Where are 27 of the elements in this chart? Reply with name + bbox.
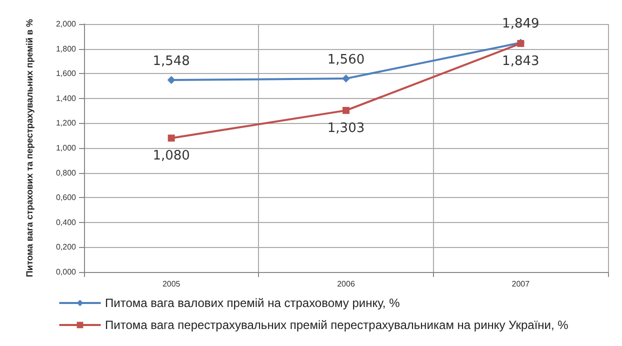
- point: [342, 74, 350, 83]
- legend-label: Питома вага валових премій на страховому ринку, %: [105, 296, 400, 310]
- y-tick-label: 0,000: [56, 268, 77, 276]
- y-tick-label: 0,400: [56, 218, 77, 227]
- data-label: 1,548: [152, 54, 190, 70]
- legend-label: Питома вага перестрахувальних премій перестрахувальникам на ринку України, %: [105, 318, 569, 332]
- y-tick-label: 1,200: [56, 118, 77, 128]
- x-tick-label: 2005: [162, 280, 181, 288]
- data-label: 1,843: [502, 54, 540, 69]
- y-tick-label: 1,600: [56, 69, 77, 78]
- point: [167, 76, 176, 84]
- data-label: 1,849: [502, 16, 540, 32]
- y-axis-title: Питома вага страхових та перестрахувальних премій в %: [24, 18, 34, 278]
- point: [168, 134, 175, 142]
- data-label: 1,080: [152, 148, 190, 164]
- y-tick-label: 1,000: [56, 144, 77, 152]
- y-tick-label: 1,400: [56, 94, 77, 103]
- y-tick-label: 0,600: [56, 193, 77, 202]
- point: [342, 106, 350, 114]
- data-label: 1,560: [327, 52, 365, 68]
- y-tick-label: 0,800: [56, 168, 77, 178]
- y-tick-label: 0,200: [56, 242, 77, 252]
- data-label: 1,303: [327, 120, 365, 136]
- y-tick-label: 1,800: [56, 44, 77, 54]
- x-tick-label: 2006: [337, 280, 356, 288]
- x-tick-label: 2007: [512, 280, 530, 288]
- y-tick-label: 2,000: [56, 20, 77, 28]
